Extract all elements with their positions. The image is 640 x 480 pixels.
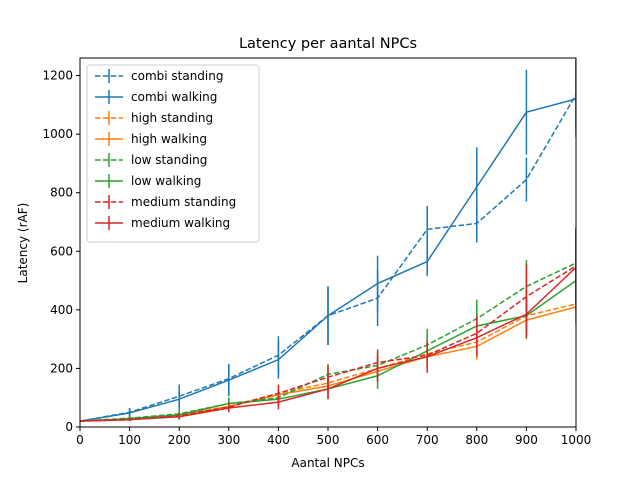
y-tick-label: 800: [50, 186, 73, 200]
x-tick-label: 700: [416, 433, 439, 447]
legend-label-high-walking: high walking: [131, 132, 207, 146]
chart-title: Latency per aantal NPCs: [239, 36, 417, 52]
plot-area: [80, 59, 576, 422]
x-tick-label: 900: [515, 433, 538, 447]
x-tick-label: 100: [118, 433, 141, 447]
y-tick-label: 0: [65, 420, 73, 434]
x-tick-label: 400: [267, 433, 290, 447]
legend: combi standing combi walking high standing…: [86, 64, 260, 243]
x-tick-label: 200: [168, 433, 191, 447]
legend-label-combi-walking: combi walking: [131, 90, 217, 104]
x-tick-label: 500: [317, 433, 340, 447]
y-tick-label: 200: [50, 361, 73, 375]
y-tick-label: 600: [50, 244, 73, 258]
x-tick-label: 800: [465, 433, 488, 447]
legend-label-medium-standing: medium standing: [131, 195, 236, 209]
legend-label-low-standing: low standing: [131, 153, 207, 167]
x-tick-label: 0: [76, 433, 84, 447]
y-tick-label: 400: [50, 303, 73, 317]
axes: 0 100 200 300 400 500 600 700 800 900 1000 0 200 400 6…: [42, 57, 592, 447]
legend-label-medium-walking: medium walking: [131, 216, 230, 230]
plot-series-group: [80, 59, 576, 422]
legend-label-combi-standing: combi standing: [131, 69, 223, 83]
x-tick-label: 1000: [561, 433, 592, 447]
legend-label-high-standing: high standing: [131, 111, 213, 125]
legend-label-low-walking: low walking: [131, 174, 201, 188]
y-tick-label: 1200: [42, 69, 73, 83]
x-tick-label: 600: [366, 433, 389, 447]
x-tick-label: 300: [217, 433, 240, 447]
legend-box: [86, 64, 260, 243]
y-tick-label: 1000: [42, 127, 73, 141]
y-axis-label: Latency (rAF): [16, 203, 30, 284]
x-axis-label: Aantal NPCs: [291, 456, 364, 470]
